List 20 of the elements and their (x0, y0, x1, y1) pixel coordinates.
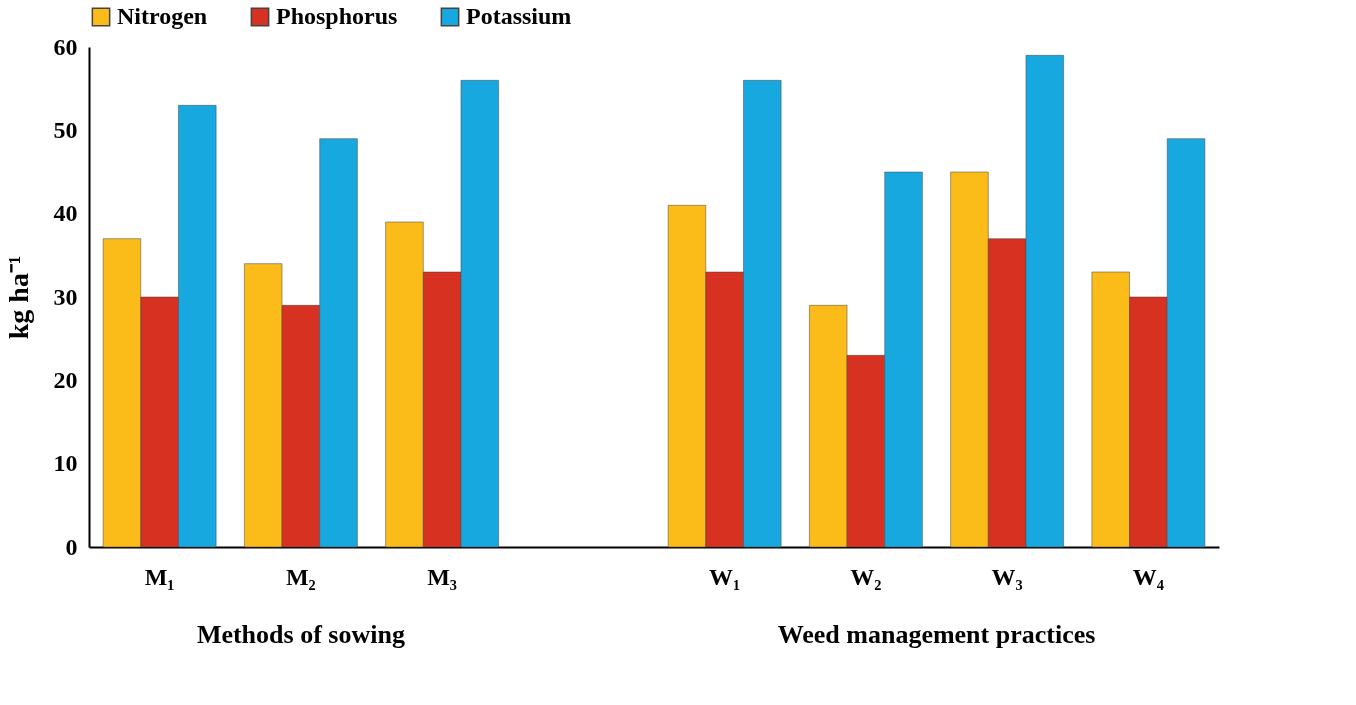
x-tick-label: M₃ (427, 563, 458, 590)
y-tick-label: 20 (53, 366, 78, 393)
text: Weed management practices (777, 620, 1096, 649)
y-tick-label: 30 (53, 283, 78, 310)
x-tick-label: W₄ (1132, 563, 1164, 590)
y-tick-label: 50 (53, 116, 78, 143)
text: Methods of sowing (196, 620, 405, 649)
x-tick-label: W₁ (709, 563, 741, 590)
legend-label: Potassium (466, 3, 572, 29)
y-tick-label: 10 (53, 450, 78, 477)
x-tick-label: W₂ (850, 563, 882, 590)
legend-label: Nitrogen (117, 3, 208, 29)
x-tick-label: M₁ (144, 563, 175, 590)
y-tick-label: 60 (53, 33, 78, 60)
y-axis-title: kg ha⁻¹ (2, 255, 34, 340)
legend-label: Phosphorus (276, 3, 398, 29)
x-tick-label: W₃ (991, 563, 1023, 590)
x-tick-label: M₂ (285, 563, 316, 590)
y-tick-label: 40 (53, 200, 78, 227)
y-tick-label: 0 (65, 533, 78, 560)
